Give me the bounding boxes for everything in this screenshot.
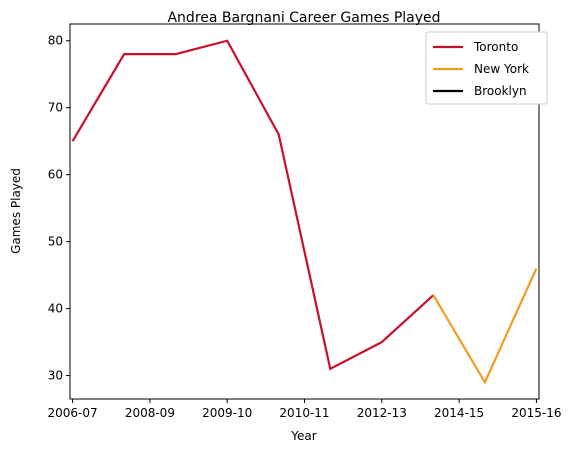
series-line-new-york (433, 268, 536, 382)
y-axis: 30 40 50 60 70 80 (48, 34, 70, 383)
x-tick-label: 2008-09 (125, 406, 175, 420)
legend[interactable]: Toronto New York Brooklyn (426, 32, 547, 104)
x-tick-label: 2006-07 (48, 406, 98, 420)
y-tick-label: 60 (48, 168, 63, 182)
x-tick-label: 2009-10 (202, 406, 252, 420)
x-axis: 2006-07 2008-09 2009-10 2010-11 2012-13 2014-… (48, 399, 562, 420)
legend-label-new-york: New York (474, 62, 529, 76)
y-tick-label: 40 (48, 302, 63, 316)
y-axis-label: Games Played (9, 168, 23, 254)
series-line-toronto (73, 41, 434, 369)
x-tick-label: 2012-13 (357, 406, 407, 420)
legend-label-brooklyn: Brooklyn (474, 84, 527, 98)
x-axis-label: Year (290, 429, 316, 443)
x-tick-label: 2010-11 (279, 406, 329, 420)
legend-label-toronto: Toronto (473, 40, 518, 54)
y-tick-label: 50 (48, 235, 63, 249)
y-tick-label: 70 (48, 101, 63, 115)
x-tick-label: 2014-15 (434, 406, 484, 420)
y-tick-label: 30 (48, 369, 63, 383)
x-tick-label: 2015-16 (511, 406, 561, 420)
y-tick-label: 80 (48, 34, 63, 48)
